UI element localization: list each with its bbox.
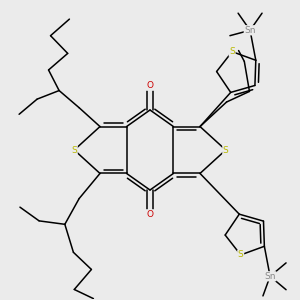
Text: S: S: [229, 47, 235, 56]
Text: Sn: Sn: [264, 272, 276, 281]
Text: O: O: [146, 210, 154, 219]
Text: S: S: [223, 146, 229, 154]
Text: Sn: Sn: [244, 26, 256, 35]
Text: S: S: [71, 146, 77, 154]
Text: O: O: [146, 81, 154, 90]
Text: S: S: [238, 250, 244, 260]
